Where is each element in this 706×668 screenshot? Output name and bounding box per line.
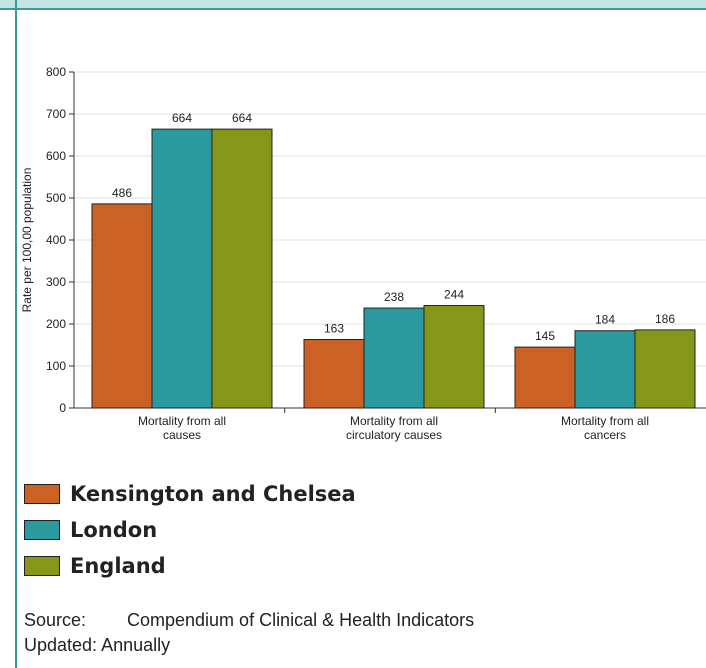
data-label: 486 (112, 186, 132, 200)
y-axis-label: Rate per 100,00 population (20, 168, 34, 313)
y-tick-label: 0 (59, 401, 66, 415)
legend-label-england: England (70, 554, 166, 578)
updated-label: Updated: (24, 635, 98, 655)
data-label: 244 (444, 288, 464, 302)
bar (574, 330, 636, 409)
bar (363, 307, 425, 409)
legend-label-london: London (70, 518, 158, 542)
bar (634, 329, 696, 409)
data-label: 664 (232, 111, 252, 125)
data-label: 163 (324, 322, 344, 336)
source-line: Source: Compendium of Clinical & Health I… (24, 608, 474, 633)
legend-swatch-england (24, 556, 60, 576)
y-tick-label: 500 (46, 191, 66, 205)
y-tick-label: 600 (46, 149, 66, 163)
updated-text: Annually (101, 635, 171, 655)
bar (211, 128, 273, 409)
source-label: Source: (24, 610, 87, 630)
y-tick-label: 300 (46, 275, 66, 289)
bar (151, 128, 213, 409)
updated-line: Updated: Annually (24, 633, 474, 658)
panel-top-border (0, 0, 706, 10)
legend-swatch-kensington (24, 484, 60, 504)
chart-footer: Source: Compendium of Clinical & Health I… (24, 608, 474, 658)
x-tick-label: circulatory causes (346, 428, 442, 442)
y-tick-label: 800 (46, 65, 66, 79)
data-label: 664 (172, 111, 192, 125)
x-tick-label: Mortality from all (350, 414, 438, 428)
legend-item-london: London (24, 512, 356, 548)
chart-legend: Kensington and Chelsea London England (24, 476, 356, 584)
x-tick-label: Mortality from all (561, 414, 649, 428)
legend-label-kensington: Kensington and Chelsea (70, 482, 356, 506)
source-text: Compendium of Clinical & Health Indicato… (127, 610, 475, 630)
y-tick-label: 100 (46, 359, 66, 373)
bar (423, 305, 485, 409)
x-tick-label: cancers (584, 428, 626, 442)
legend-item-kensington: Kensington and Chelsea (24, 476, 356, 512)
bar (91, 203, 153, 409)
y-tick-label: 400 (46, 233, 66, 247)
bar (514, 346, 576, 409)
y-tick-label: 700 (46, 107, 66, 121)
data-label: 184 (595, 313, 615, 327)
y-tick-label: 200 (46, 317, 66, 331)
legend-item-england: England (24, 548, 356, 584)
bar (303, 339, 365, 409)
data-label: 145 (535, 329, 555, 343)
x-tick-label: Mortality from all (138, 414, 226, 428)
data-label: 238 (384, 290, 404, 304)
bar-chart: 0 100 200 300 400 500 600 700 800 Rate per 100,00… (20, 65, 706, 442)
x-tick-label: causes (163, 428, 201, 442)
legend-swatch-london (24, 520, 60, 540)
data-label: 186 (655, 312, 675, 326)
panel-left-border (15, 0, 17, 668)
